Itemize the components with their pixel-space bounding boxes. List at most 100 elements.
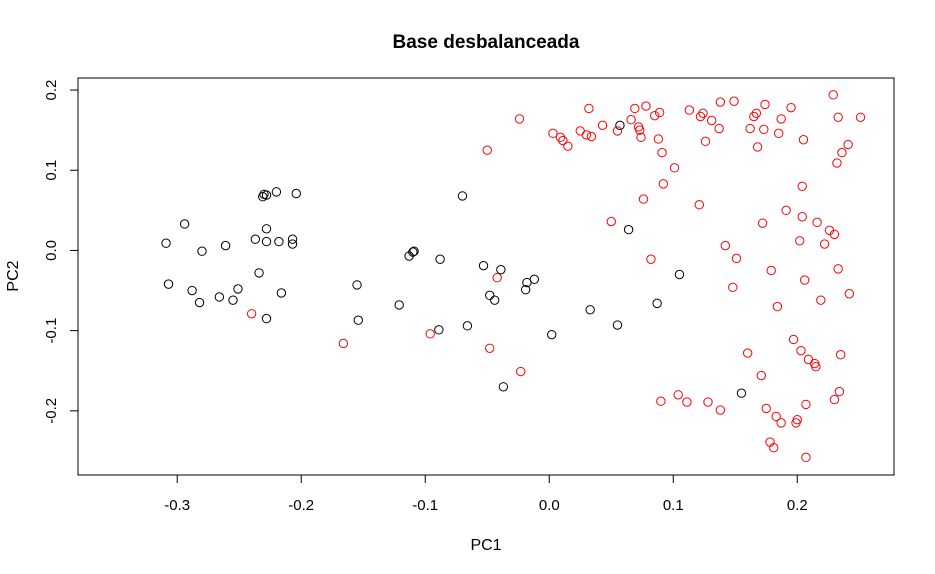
data-point	[736, 388, 747, 398]
data-point	[606, 216, 616, 227]
data-point	[728, 282, 738, 293]
data-point	[482, 145, 492, 155]
data-point	[811, 362, 821, 372]
y-tick-label: 0.0	[43, 240, 60, 261]
data-point	[654, 107, 665, 118]
x-axis-label: PC1	[470, 537, 501, 554]
data-point	[187, 285, 197, 296]
data-point	[786, 102, 796, 113]
data-point	[729, 96, 739, 106]
data-point	[832, 158, 842, 168]
data-point	[795, 236, 805, 246]
data-point	[792, 414, 802, 425]
data-point	[462, 321, 473, 331]
data-point	[788, 334, 799, 345]
data-point	[812, 217, 822, 228]
data-point	[179, 219, 190, 229]
data-point	[773, 128, 784, 139]
data-point	[844, 289, 855, 299]
data-point	[233, 284, 243, 294]
y-tick-label: -0.1	[43, 318, 60, 344]
data-point	[529, 274, 540, 285]
data-point	[586, 131, 597, 142]
data-point	[581, 130, 592, 140]
data-point	[771, 411, 781, 422]
data-point	[435, 254, 445, 264]
data-point	[772, 301, 783, 312]
plot-frame	[77, 77, 895, 476]
data-point	[819, 239, 830, 249]
data-point	[673, 390, 683, 400]
data-point	[485, 343, 495, 353]
data-point	[623, 224, 634, 235]
data-point	[800, 275, 810, 285]
data-point	[698, 108, 708, 118]
data-point	[674, 269, 685, 280]
data-point	[287, 234, 298, 244]
data-point	[798, 135, 809, 145]
data-point	[760, 99, 770, 110]
data-point	[250, 234, 261, 244]
data-point	[641, 101, 651, 111]
data-point	[615, 120, 625, 131]
data-point	[514, 114, 525, 124]
data-point	[833, 112, 843, 122]
data-point	[261, 236, 272, 247]
data-point	[803, 354, 814, 365]
data-point	[761, 403, 771, 414]
data-point	[548, 128, 558, 139]
data-point	[695, 111, 706, 122]
data-point	[630, 103, 640, 114]
data-point	[715, 405, 726, 415]
data-point	[597, 120, 608, 131]
data-point	[254, 268, 264, 278]
data-points	[161, 90, 866, 463]
data-point	[797, 181, 807, 191]
data-point	[612, 320, 623, 330]
x-tick-label: -0.2	[288, 497, 314, 514]
y-tick-label: 0.2	[43, 80, 60, 101]
data-point	[757, 218, 768, 228]
data-point	[657, 147, 667, 158]
data-point	[649, 110, 660, 121]
data-point	[352, 280, 362, 290]
data-point	[214, 292, 225, 302]
data-point	[584, 103, 594, 114]
x-tick-label: -0.1	[412, 497, 438, 514]
data-point	[246, 309, 257, 319]
data-point	[769, 443, 779, 453]
y-axis: -0.2 -0.1 0.0 0.1 0.2	[43, 80, 78, 424]
data-point	[425, 329, 435, 339]
data-point	[563, 141, 573, 151]
data-point	[656, 396, 666, 406]
data-point	[457, 191, 468, 201]
data-point	[636, 132, 646, 143]
data-point	[828, 90, 838, 100]
y-tick-label: -0.2	[43, 398, 60, 424]
data-point	[700, 136, 711, 147]
x-tick-label: 0.2	[787, 497, 808, 514]
data-point	[801, 452, 811, 463]
data-point	[492, 273, 502, 283]
data-point	[489, 295, 500, 305]
data-point	[703, 397, 713, 407]
data-point	[742, 348, 753, 358]
data-point	[751, 108, 762, 118]
data-point	[834, 386, 845, 397]
data-point	[555, 132, 566, 143]
data-point	[756, 370, 767, 381]
data-point	[163, 279, 174, 289]
data-point	[434, 325, 444, 335]
data-point	[558, 135, 568, 146]
data-point	[638, 194, 649, 204]
data-point	[287, 239, 298, 249]
data-point	[749, 111, 759, 122]
data-point	[194, 297, 205, 308]
data-point	[485, 290, 495, 301]
data-point	[776, 114, 786, 124]
data-point	[720, 240, 731, 251]
data-point	[220, 240, 231, 251]
data-point	[291, 188, 301, 199]
data-point	[547, 329, 557, 340]
data-point	[197, 246, 207, 256]
